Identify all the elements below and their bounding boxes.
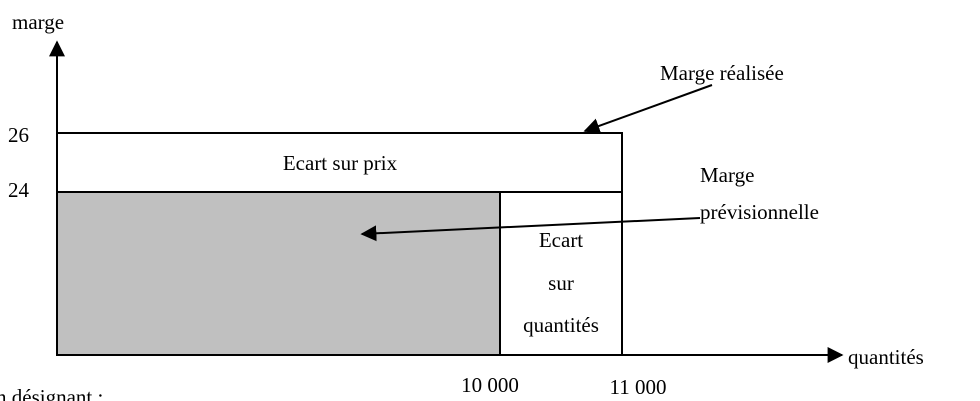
x-axis-label: quantités — [848, 345, 924, 369]
x-tick-label: 11 000 — [610, 375, 667, 399]
arrow — [583, 84, 713, 134]
footer-text: n désignant : — [0, 385, 103, 401]
y-tick-label: 24 — [8, 178, 30, 202]
region-label: quantités — [523, 313, 599, 337]
y-axis-label: marge — [12, 10, 64, 34]
x-tick-label: 10 000 — [461, 373, 519, 397]
annotation: Marge — [700, 163, 754, 187]
region-label: Ecart — [539, 228, 583, 252]
region-label: sur — [548, 271, 574, 295]
annotation: prévisionnelle — [700, 200, 819, 224]
y-tick-label: 26 — [8, 123, 29, 147]
arrow — [360, 217, 701, 242]
annotation: Marge réalisée — [660, 61, 784, 85]
forecast-area — [57, 192, 500, 355]
region-label: Ecart sur prix — [283, 151, 398, 175]
